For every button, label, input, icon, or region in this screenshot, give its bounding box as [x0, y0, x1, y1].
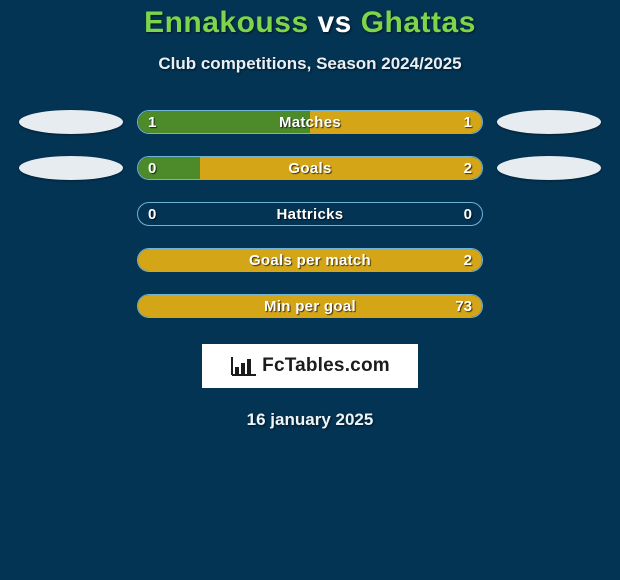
subtitle: Club competitions, Season 2024/2025 — [0, 54, 620, 74]
barchart-icon — [230, 355, 258, 377]
stat-row: Min per goal73 — [0, 294, 620, 318]
stat-bar: 0Hattricks0 — [137, 202, 483, 226]
logo-text: FcTables.com — [262, 355, 390, 377]
player2-badge-slot — [497, 156, 601, 180]
comparison-infographic: Ennakouss vs Ghattas Club competitions, … — [0, 0, 620, 430]
stat-value-player2: 0 — [464, 203, 472, 225]
stat-bar: 0Goals2 — [137, 156, 483, 180]
stat-value-player2: 1 — [464, 111, 472, 133]
stat-label: Goals — [138, 157, 482, 179]
title-player2: Ghattas — [361, 6, 476, 39]
stat-value-player2: 73 — [455, 295, 472, 317]
watermark-logo: FcTables.com — [202, 344, 418, 388]
logo-inner: FcTables.com — [230, 355, 390, 377]
stat-label: Matches — [138, 111, 482, 133]
player1-badge-slot — [19, 156, 123, 180]
stat-bar: Min per goal73 — [137, 294, 483, 318]
stat-bar: 1Matches1 — [137, 110, 483, 134]
player2-badge — [497, 110, 601, 134]
stat-row: Goals per match2 — [0, 248, 620, 272]
stat-rows: 1Matches10Goals20Hattricks0Goals per mat… — [0, 110, 620, 318]
player1-badge-slot — [19, 110, 123, 134]
stat-label: Hattricks — [138, 203, 482, 225]
title-player1: Ennakouss — [144, 6, 309, 39]
player2-badge — [497, 156, 601, 180]
player2-badge-slot — [497, 248, 601, 272]
player1-badge-slot — [19, 294, 123, 318]
title-vs: vs — [317, 6, 351, 39]
stat-label: Min per goal — [138, 295, 482, 317]
stat-bar: Goals per match2 — [137, 248, 483, 272]
stat-value-player2: 2 — [464, 249, 472, 271]
page-title: Ennakouss vs Ghattas — [0, 6, 620, 40]
stat-row: 1Matches1 — [0, 110, 620, 134]
stat-value-player2: 2 — [464, 157, 472, 179]
stat-label: Goals per match — [138, 249, 482, 271]
date-label: 16 january 2025 — [0, 410, 620, 430]
player2-badge-slot — [497, 202, 601, 226]
player1-badge — [19, 110, 123, 134]
player2-badge-slot — [497, 110, 601, 134]
stat-row: 0Hattricks0 — [0, 202, 620, 226]
player2-badge-slot — [497, 294, 601, 318]
stat-row: 0Goals2 — [0, 156, 620, 180]
player1-badge-slot — [19, 248, 123, 272]
player1-badge-slot — [19, 202, 123, 226]
player1-badge — [19, 156, 123, 180]
